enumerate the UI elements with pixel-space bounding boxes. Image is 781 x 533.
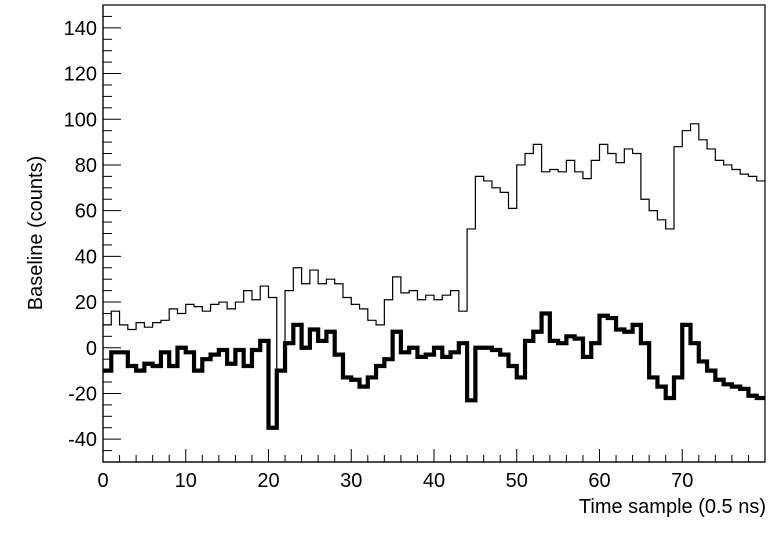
plot-frame [102,4,766,463]
tick-layer [102,4,766,463]
y-tick-label: 40 [75,246,97,268]
x-tick-label: 70 [671,470,693,492]
y-tick-label: -20 [68,383,97,405]
y-tick-label: 0 [86,338,97,360]
y-tick-label: -40 [68,429,97,451]
y-tick-label: 60 [75,201,97,223]
series-layer [103,123,765,430]
y-tick-label: 80 [75,155,97,177]
x-tick-label: 0 [97,470,108,492]
x-tick-label: 60 [588,470,610,492]
x-tick-label: 20 [257,470,279,492]
x-tick-label: 30 [340,470,362,492]
x-tick-label: 40 [423,470,445,492]
y-tick-label: 20 [75,292,97,314]
x-tick-label: 10 [175,470,197,492]
series-line-2 [103,311,765,430]
y-axis-title: Baseline (counts) [25,156,47,311]
x-tick-label: 50 [506,470,528,492]
y-tick-label: 100 [64,109,97,131]
series-line-1 [103,123,765,372]
y-tick-label: 140 [64,18,97,40]
x-axis-title: Time sample (0.5 ns) [579,496,766,518]
y-tick-label: 120 [64,64,97,86]
tick-label-layer: 0 10 20 30 40 50 60 70 -40 -20 0 20 40 60 80 100 120 140 [64,18,694,492]
